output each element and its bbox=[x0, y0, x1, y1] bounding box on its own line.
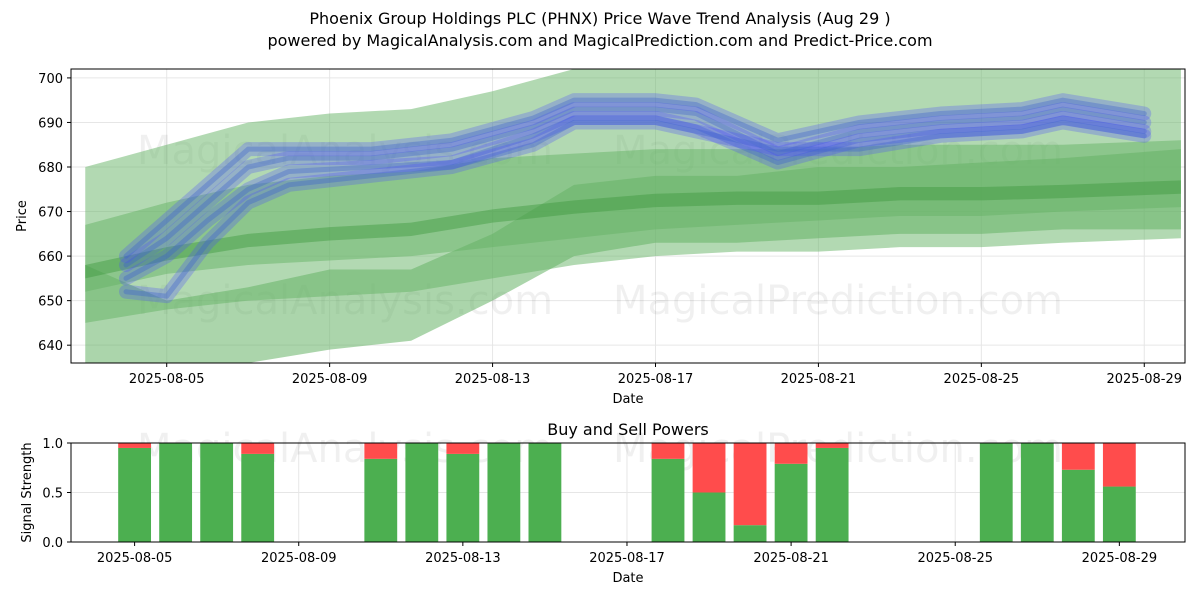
top-y-tick-label: 640 bbox=[38, 339, 63, 354]
top-x-axis-label: Date bbox=[612, 392, 643, 407]
sell-power-bar bbox=[118, 443, 152, 448]
price-wave-line bbox=[118, 102, 1152, 272]
buy-power-bar bbox=[733, 525, 767, 542]
sell-power-bar bbox=[815, 443, 849, 448]
sell-power-bar bbox=[733, 443, 767, 526]
price-wave-line bbox=[118, 111, 1152, 286]
bottom-y-tick-label: 0.0 bbox=[42, 536, 63, 551]
buy-power-bar bbox=[979, 443, 1013, 542]
bottom-x-tick-label: 2025-08-09 bbox=[261, 551, 337, 566]
chart-subtitle: powered by MagicalAnalysis.com and Magic… bbox=[267, 31, 933, 50]
bottom-x-tick-label: 2025-08-21 bbox=[753, 551, 829, 566]
buy-power-bar bbox=[405, 443, 439, 542]
sell-power-bar bbox=[1102, 443, 1136, 487]
watermark-text: MagicalPrediction.com bbox=[613, 278, 1063, 324]
top-y-tick-label: 660 bbox=[38, 250, 63, 265]
buy-power-bar bbox=[1061, 469, 1095, 542]
top-plot-frame bbox=[70, 68, 1186, 364]
bottom-y-tick-label: 0.5 bbox=[42, 487, 63, 502]
price-wave-line bbox=[118, 93, 1152, 264]
top-x-tick-label: 2025-08-13 bbox=[455, 372, 531, 387]
sell-power-bar bbox=[446, 443, 480, 454]
buy-power-bar bbox=[241, 453, 275, 542]
trend-band bbox=[85, 149, 1181, 363]
top-y-tick-label: 670 bbox=[38, 206, 63, 221]
price-wave-line bbox=[118, 115, 1152, 304]
trend-core-band bbox=[85, 180, 1181, 279]
bottom-x-tick-label: 2025-08-29 bbox=[1082, 551, 1158, 566]
chart-title: Phoenix Group Holdings PLC (PHNX) Price … bbox=[309, 9, 891, 28]
price-wave-core-line bbox=[123, 97, 1147, 259]
buy-power-bar bbox=[692, 492, 726, 542]
top-x-tick-label: 2025-08-29 bbox=[1106, 372, 1182, 387]
bottom-x-axis-label: Date bbox=[612, 571, 643, 586]
top-x-tick-label: 2025-08-05 bbox=[129, 372, 205, 387]
top-y-tick-label: 650 bbox=[38, 295, 63, 310]
price-wave-core-line bbox=[123, 115, 1147, 281]
buy-power-bar bbox=[446, 453, 480, 542]
top-y-axis-label: Price bbox=[15, 200, 30, 232]
sell-power-bar bbox=[364, 443, 398, 459]
bottom-chart-title: Buy and Sell Powers bbox=[547, 420, 709, 439]
buy-power-bar bbox=[118, 447, 152, 542]
sell-power-bar bbox=[241, 443, 275, 454]
bottom-x-tick-label: 2025-08-13 bbox=[425, 551, 501, 566]
buy-power-bar bbox=[1020, 443, 1054, 542]
buy-power-bar bbox=[528, 443, 562, 542]
sell-power-bar bbox=[651, 443, 685, 459]
top-y-tick-label: 690 bbox=[38, 116, 63, 131]
buy-power-bar bbox=[815, 447, 849, 542]
top-plot-area bbox=[85, 69, 1181, 363]
top-x-tick-label: 2025-08-09 bbox=[292, 372, 368, 387]
bottom-x-tick-label: 2025-08-05 bbox=[97, 551, 173, 566]
bottom-y-tick-label: 1.0 bbox=[42, 437, 63, 452]
buy-power-bar bbox=[774, 463, 808, 542]
bottom-y-axis-label: Signal Strength bbox=[20, 442, 35, 542]
buy-power-bar bbox=[159, 443, 193, 542]
sell-power-bar bbox=[692, 443, 726, 493]
sell-power-bar bbox=[1061, 443, 1095, 470]
buy-power-bar bbox=[487, 443, 521, 542]
top-y-tick-label: 680 bbox=[38, 161, 63, 176]
top-x-tick-label: 2025-08-21 bbox=[781, 372, 857, 387]
bottom-x-tick-label: 2025-08-25 bbox=[917, 551, 993, 566]
buy-power-bar bbox=[364, 458, 398, 542]
price-wave-core-line bbox=[123, 106, 1147, 268]
buy-power-bar bbox=[200, 443, 234, 542]
bottom-x-tick-label: 2025-08-17 bbox=[589, 551, 665, 566]
buy-power-bar bbox=[1102, 486, 1136, 542]
price-wave-core-line bbox=[123, 119, 1147, 299]
buy-power-bar bbox=[651, 458, 685, 542]
sell-power-bar bbox=[774, 443, 808, 464]
top-y-tick-label: 700 bbox=[38, 72, 63, 87]
top-x-tick-label: 2025-08-25 bbox=[944, 372, 1020, 387]
top-x-tick-label: 2025-08-17 bbox=[618, 372, 694, 387]
